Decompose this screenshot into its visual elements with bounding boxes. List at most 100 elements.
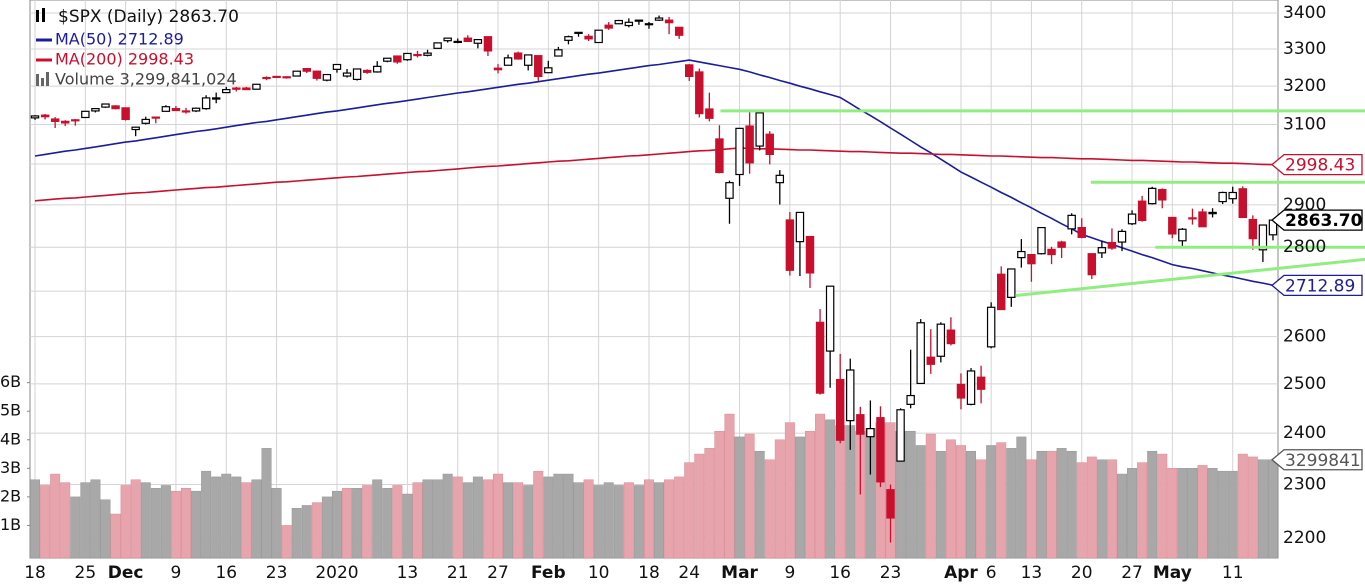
volume-bar [523,485,534,559]
volume-bar [754,450,765,559]
candle-body [141,118,150,124]
y2-tick-label: 4B [0,429,21,448]
candle-body [1137,200,1147,221]
y2-tick-label: 1B [0,515,21,534]
volume-bar [291,508,302,559]
volume-bar [130,479,141,559]
volume-bar [352,488,363,559]
candle-body [976,376,986,390]
x-tick-label: 24 [678,563,700,583]
volume-bar [1016,436,1027,559]
volume-bar [321,496,332,559]
volume-bar [40,485,51,559]
candle-body [1057,241,1066,248]
x-tick-label: 11 [1222,563,1244,583]
candle-body [926,356,935,365]
volume-bar [955,445,966,559]
volume-bar [835,425,846,559]
candle-body [262,76,271,80]
volume-bar [593,485,604,559]
legend-icon [41,78,44,86]
candle-body [986,306,996,348]
candle-body [1188,217,1197,220]
volume-bar [382,488,393,559]
volume-bar [966,450,977,559]
volume-bar [50,473,61,559]
x-tick-label: 13 [1021,563,1043,583]
y-tick-label: 3100 [1283,114,1326,134]
volume-bar [815,413,826,559]
volume-bar [714,430,725,559]
candle-body [161,106,171,112]
candle-body [50,118,60,122]
volume-bar [1096,459,1107,559]
x-tick-label: May [1153,563,1192,583]
candle-body [604,24,613,29]
candle-body [876,417,885,483]
x-tick-label: 6 [986,563,997,583]
volume-bar [1066,450,1077,559]
candle-body [81,110,90,119]
volume-bar [261,448,272,559]
volume-bar [150,488,161,559]
candle-body [1087,253,1097,276]
volume-bar [271,488,282,559]
volume-bar [30,479,41,559]
candle-body [222,88,231,94]
volume-bar [543,476,554,559]
volume-bar [784,422,795,559]
volume-bar [734,436,745,559]
volume-bar [342,488,353,559]
candle-body [856,414,865,435]
value-badge [1270,209,1363,231]
candle-body [997,273,1006,311]
candle-body [423,52,432,56]
x-tick-label: 23 [266,563,288,583]
x-tick-label: 9 [784,563,795,583]
candle-body [685,64,694,78]
candle-body [121,107,130,121]
volume-bar [1157,453,1168,559]
y-tick-label: 2500 [1283,374,1326,394]
candle-body [835,378,845,441]
value-badge [1270,153,1363,176]
volume-bar [1167,468,1178,559]
candle-body [1047,248,1056,256]
candle-body [211,97,221,100]
candle-body [1238,188,1247,219]
volume-bar [140,482,151,559]
volume-bar [170,490,181,559]
volume-bar [160,485,171,559]
x-tick-label: 18 [24,563,46,583]
volume-bar [503,482,514,559]
candle-body [373,65,382,73]
candle-body [1248,218,1258,240]
y-tick-label: 2400 [1283,423,1326,443]
volume-bar [654,482,665,559]
candle-body [745,125,754,164]
ma-layer [34,59,1274,287]
candle-body [815,321,825,394]
value-badge-label: 2712.89 [1285,276,1355,296]
volume-bar [191,490,202,559]
volume-bar [120,485,131,559]
candle-body [785,219,795,271]
volume-bar [945,439,956,559]
volume-bar [553,473,564,559]
candle-body [383,57,392,62]
candle-body [111,105,120,110]
trend-layer [720,109,1365,298]
volume-bar [331,490,342,559]
candle-body [916,322,925,385]
legend-icon [36,74,39,86]
volume-bar [412,482,423,559]
x-tick-label: 21 [447,563,469,583]
candle-body [362,69,372,73]
candle-body [413,53,422,57]
candle-body [513,52,523,60]
candle-layer [30,15,1278,543]
y-tick-label: 2300 [1283,474,1326,494]
candle-body [1077,226,1086,238]
y2-tick-label: 6B [0,372,21,391]
candle-body [936,323,946,357]
